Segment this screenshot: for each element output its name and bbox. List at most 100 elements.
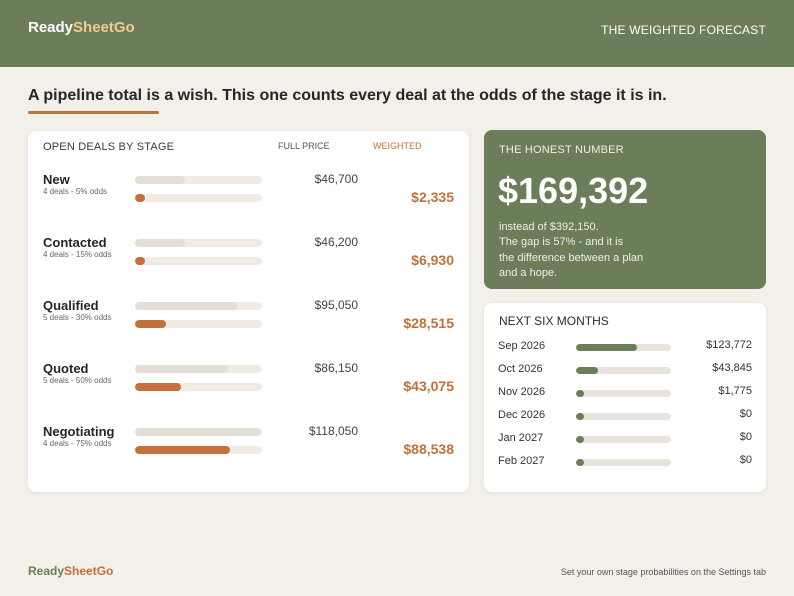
- month-label: Sep 2026: [498, 340, 546, 352]
- stage-meta: 5 deals - 50% odds: [43, 376, 112, 385]
- full-price-bar: [135, 302, 262, 310]
- weighted-bar-fill: [135, 320, 166, 328]
- month-row: Jan 2027 $0: [484, 431, 766, 448]
- stage-row-qualified: Qualified 5 deals - 30% odds $95,050 $28…: [28, 298, 469, 348]
- headline-underline: [28, 111, 159, 114]
- month-row: Oct 2026 $43,845: [484, 362, 766, 379]
- month-bar-fill: [576, 344, 637, 351]
- page-title: THE WEIGHTED FORECAST: [601, 23, 766, 37]
- full-price-value: $95,050: [314, 298, 358, 312]
- footer-note: Set your own stage probabilities on the …: [560, 567, 766, 577]
- full-price-bar-fill: [135, 239, 185, 247]
- weighted-bar: [135, 320, 262, 328]
- honest-number-value: $169,392: [498, 170, 649, 211]
- full-price-bar: [135, 365, 262, 373]
- weighted-bar: [135, 446, 262, 454]
- weighted-value: $88,538: [403, 441, 454, 457]
- column-header-full-price: FULL PRICE: [278, 141, 330, 151]
- month-bar: [576, 413, 671, 420]
- month-label: Dec 2026: [498, 409, 546, 421]
- full-price-value: $46,200: [314, 235, 358, 249]
- header-bar: ReadySheetGo THE WEIGHTED FORECAST: [0, 0, 794, 67]
- weighted-value: $28,515: [403, 315, 454, 331]
- month-row: Sep 2026 $123,772: [484, 339, 766, 356]
- month-row: Nov 2026 $1,775: [484, 385, 766, 402]
- month-bar: [576, 459, 671, 466]
- weighted-value: $2,335: [411, 189, 454, 205]
- month-value: $0: [739, 408, 752, 420]
- stage-meta: 4 deals - 75% odds: [43, 439, 112, 448]
- next-six-months-card: NEXT SIX MONTHS Sep 2026 $123,772 Oct 20…: [484, 303, 766, 492]
- month-bar-fill: [576, 413, 584, 420]
- weighted-bar-fill: [135, 446, 231, 454]
- weighted-value: $6,930: [411, 252, 454, 268]
- month-bar-fill: [576, 436, 584, 443]
- column-header-weighted: WEIGHTED: [373, 141, 422, 151]
- month-bar-fill: [576, 367, 598, 374]
- full-price-bar-fill: [135, 365, 228, 373]
- honest-number-explanation: instead of $392,150. The gap is 57% - an…: [499, 220, 659, 281]
- month-row: Dec 2026 $0: [484, 408, 766, 425]
- logo-sheetgo: SheetGo: [73, 19, 135, 36]
- weighted-bar-fill: [135, 383, 182, 391]
- explanation-line: The gap is 57% - and it is: [499, 236, 624, 249]
- weighted-bar-fill: [135, 257, 145, 265]
- open-deals-card: OPEN DEALS BY STAGE FULL PRICE WEIGHTED …: [28, 131, 469, 492]
- headline: A pipeline total is a wish. This one cou…: [28, 87, 667, 104]
- full-price-bar-fill: [135, 428, 262, 436]
- month-label: Jan 2027: [498, 432, 544, 444]
- honest-number-label: THE HONEST NUMBER: [499, 144, 624, 156]
- weighted-bar-fill: [135, 194, 145, 202]
- stage-meta: 5 deals - 30% odds: [43, 313, 112, 322]
- weighted-bar: [135, 383, 262, 391]
- month-bar: [576, 367, 671, 374]
- month-row: Feb 2027 $0: [484, 454, 766, 471]
- logo-ready: Ready: [28, 19, 74, 36]
- month-label: Nov 2026: [498, 386, 546, 398]
- honest-number-card: THE HONEST NUMBER $169,392 instead of $3…: [484, 130, 766, 289]
- full-price-bar: [135, 176, 262, 184]
- stage-name: New: [43, 172, 70, 187]
- next-six-months-title: NEXT SIX MONTHS: [499, 314, 609, 328]
- month-value: $0: [739, 454, 752, 466]
- stage-row-contacted: Contacted 4 deals - 15% odds $46,200 $6,…: [28, 235, 469, 285]
- explanation-line: instead of $392,150.: [499, 221, 599, 233]
- weighted-value: $43,075: [403, 378, 454, 394]
- stage-meta: 4 deals - 15% odds: [43, 250, 112, 259]
- app-logo[interactable]: ReadySheetGo: [28, 19, 135, 36]
- stage-row-quoted: Quoted 5 deals - 50% odds $86,150 $43,07…: [28, 361, 469, 411]
- stage-name: Qualified: [43, 298, 99, 313]
- month-label: Oct 2026: [498, 363, 543, 375]
- footer-logo-ready: Ready: [28, 564, 65, 578]
- full-price-bar-fill: [135, 176, 186, 184]
- explanation-line: the difference between a plan: [499, 251, 644, 264]
- full-price-bar: [135, 239, 262, 247]
- stage-name: Negotiating: [43, 424, 115, 439]
- month-bar: [576, 436, 671, 443]
- footer-logo-sheetgo: SheetGo: [64, 564, 114, 578]
- month-bar-fill: [576, 459, 584, 466]
- month-bar: [576, 344, 671, 351]
- full-price-value: $86,150: [314, 361, 358, 375]
- month-bar: [576, 390, 671, 397]
- full-price-bar-fill: [135, 302, 238, 310]
- stage-meta: 4 deals - 5% odds: [43, 187, 108, 196]
- footer-logo[interactable]: ReadySheetGo: [28, 564, 113, 578]
- month-value: $1,775: [718, 385, 752, 397]
- month-value: $0: [739, 431, 752, 443]
- stage-name: Quoted: [43, 361, 89, 376]
- full-price-value: $118,050: [308, 424, 358, 438]
- column-header-stage: OPEN DEALS BY STAGE: [43, 141, 175, 153]
- month-value: $123,772: [706, 339, 752, 351]
- full-price-bar: [135, 428, 262, 436]
- month-bar-fill: [576, 390, 584, 397]
- stage-row-new: New 4 deals - 5% odds $46,700 $2,335: [28, 172, 469, 222]
- month-label: Feb 2027: [498, 455, 545, 467]
- weighted-bar: [135, 194, 262, 202]
- weighted-bar: [135, 257, 262, 265]
- stage-row-negotiating: Negotiating 4 deals - 75% odds $118,050 …: [28, 424, 469, 474]
- full-price-value: $46,700: [314, 172, 358, 186]
- explanation-line: and a hope.: [499, 266, 558, 279]
- month-value: $43,845: [712, 362, 752, 374]
- stage-name: Contacted: [43, 235, 107, 250]
